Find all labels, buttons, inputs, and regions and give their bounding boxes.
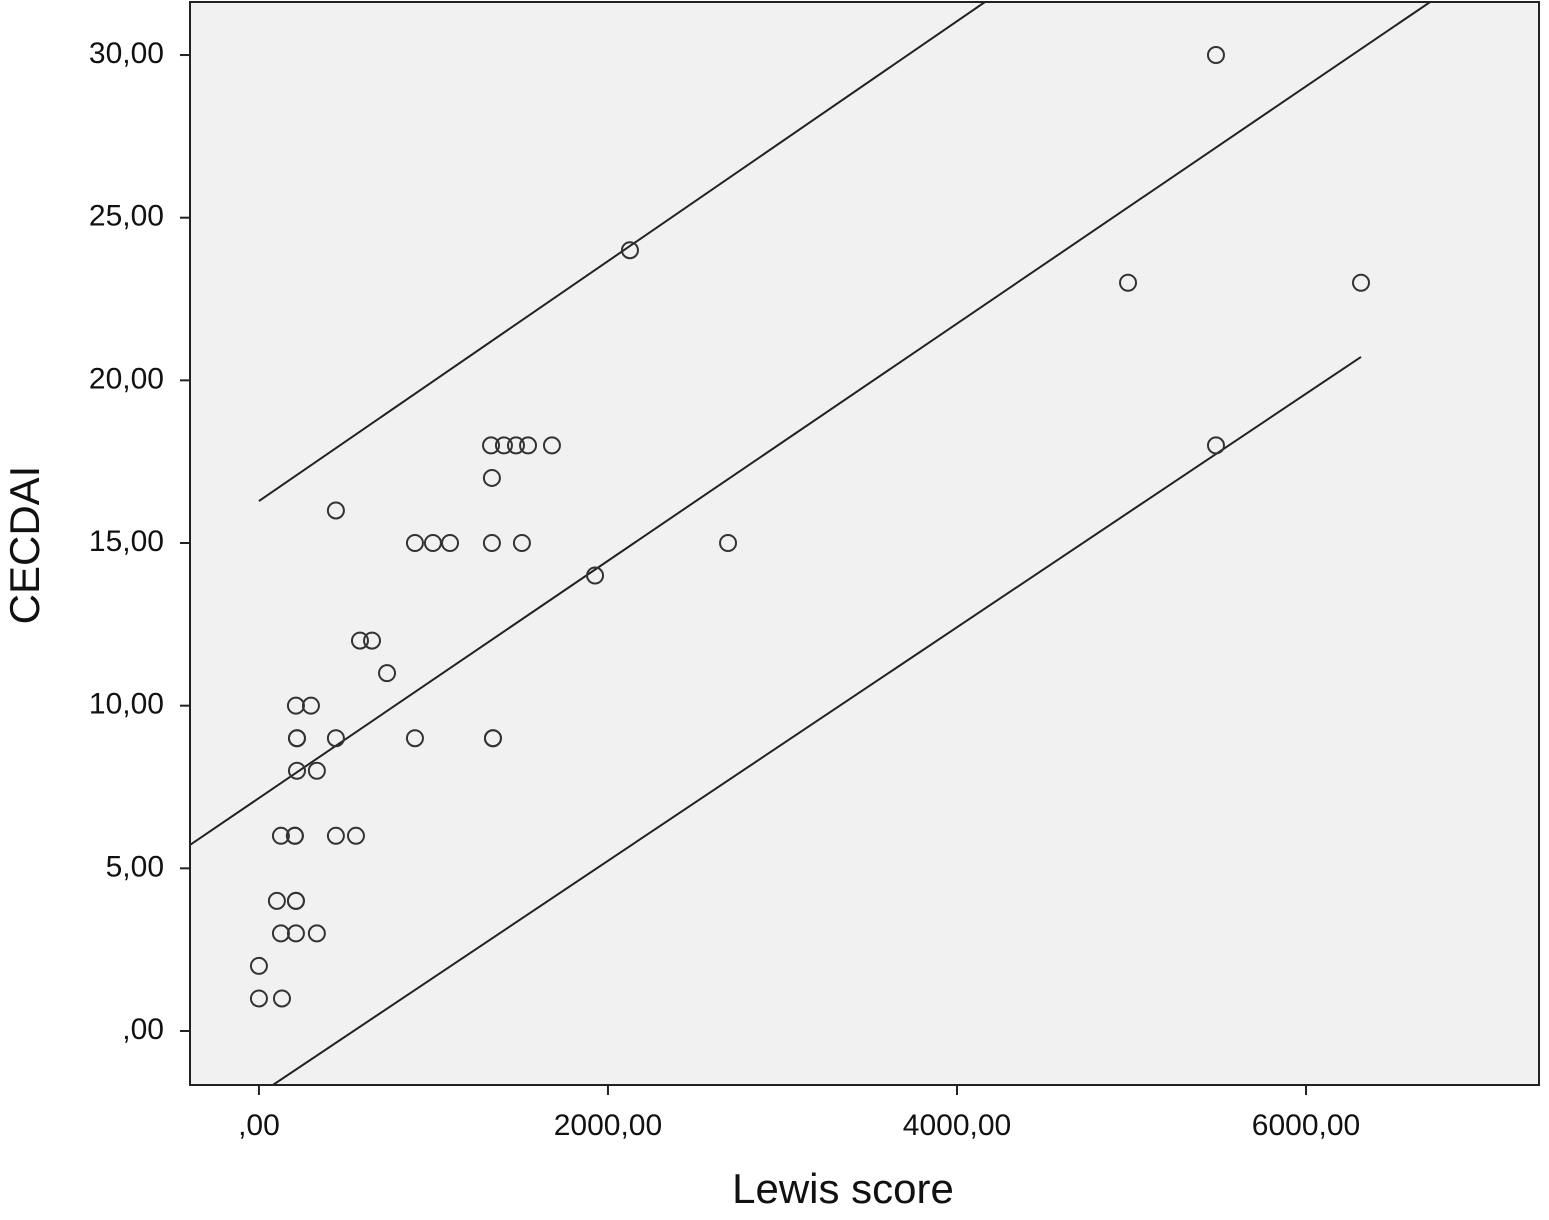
point (287, 761, 306, 780)
fit-line (190, 2, 1431, 846)
y-tick-label: 30,00 (89, 37, 164, 70)
point (287, 729, 306, 748)
y-axis-title: CECDAI (1, 466, 48, 625)
x-axis-title: Lewis score (732, 1165, 954, 1212)
point (326, 826, 345, 845)
point (267, 891, 286, 910)
point (326, 729, 345, 748)
point (301, 696, 320, 715)
point (285, 826, 304, 845)
point (1206, 46, 1225, 65)
point (249, 989, 268, 1008)
point (483, 729, 502, 748)
y-tick-label: 10,00 (89, 688, 164, 721)
point (249, 956, 268, 975)
point (326, 501, 345, 520)
y-tick-label: 25,00 (89, 200, 164, 233)
y-tick-label: 15,00 (89, 525, 164, 558)
point (620, 241, 639, 260)
point (1206, 436, 1225, 455)
point (586, 566, 605, 585)
point (1119, 273, 1138, 292)
y-tick-label: 20,00 (89, 362, 164, 395)
point (441, 534, 460, 553)
point (482, 468, 501, 487)
point (506, 436, 525, 455)
point (423, 534, 442, 553)
point (405, 534, 424, 553)
point (494, 436, 513, 455)
y-tick-label: ,00 (122, 1013, 164, 1046)
point (307, 761, 326, 780)
fit-line (272, 356, 1362, 1085)
point (307, 924, 326, 943)
point (271, 826, 290, 845)
x-tick-label: 6000,00 (1252, 1109, 1360, 1142)
point (482, 534, 501, 553)
x-tick-label: ,00 (238, 1109, 280, 1142)
x-tick-label: 4000,00 (903, 1109, 1011, 1142)
point (363, 631, 382, 650)
point (519, 436, 538, 455)
point (405, 729, 424, 748)
point (272, 989, 291, 1008)
point (719, 534, 738, 553)
point (286, 891, 305, 910)
point (542, 436, 561, 455)
y-tick-label: 5,00 (106, 850, 164, 883)
point (378, 664, 397, 683)
point (286, 924, 305, 943)
plot-area (189, 1, 1540, 1086)
x-tick-label: 2000,00 (554, 1109, 662, 1142)
point (1351, 273, 1370, 292)
point (350, 631, 369, 650)
point (512, 534, 531, 553)
point (482, 436, 501, 455)
point (346, 826, 365, 845)
